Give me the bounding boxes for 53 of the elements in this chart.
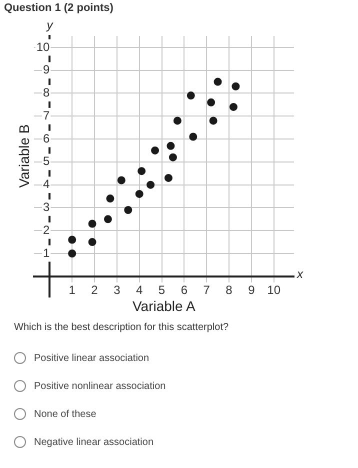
point — [186, 92, 195, 100]
text: None of these — [34, 408, 96, 420]
point — [229, 102, 238, 111]
y-tick-label: 8 — [43, 86, 50, 100]
point — [166, 142, 175, 150]
x-tick-label: 4 — [136, 282, 143, 297]
point — [135, 190, 144, 198]
x-tick-label: 10 — [267, 282, 281, 297]
point — [88, 220, 96, 228]
point — [104, 215, 112, 224]
point — [124, 206, 132, 214]
x-tick-label: 2 — [91, 282, 98, 297]
point — [68, 236, 76, 244]
x-tick-label: 3 — [114, 282, 121, 297]
x-tick-label: 7 — [203, 282, 210, 297]
y-tick-label: 2 — [43, 222, 50, 237]
y-tick-label: 4 — [43, 177, 50, 192]
y-tick-label: 10 — [36, 40, 50, 54]
point — [214, 78, 222, 86]
y-axis-title: Variable B — [16, 124, 32, 188]
point — [117, 176, 126, 184]
text: Which is the best description for this scatterplot? — [14, 322, 229, 333]
y-tick-label: 6 — [43, 131, 50, 146]
y-tick-label: 7 — [43, 108, 50, 122]
x-tick-label: 8 — [226, 282, 233, 297]
point — [232, 82, 240, 90]
y-tick-label: 9 — [43, 62, 50, 77]
text: x — [297, 267, 303, 282]
point — [173, 116, 182, 125]
y-tick-label: 3 — [43, 200, 50, 214]
point — [189, 132, 198, 141]
y-tick-label: 5 — [43, 154, 50, 168]
x-tick-label: 6 — [180, 282, 188, 297]
point — [68, 250, 76, 258]
point — [138, 167, 146, 176]
x-axis-title: Variable A — [132, 298, 196, 314]
point — [106, 194, 114, 203]
y-tick-label: 1 — [43, 246, 50, 260]
x-tick-label: 9 — [248, 282, 256, 297]
point — [207, 98, 216, 106]
point — [168, 153, 177, 162]
point — [146, 180, 155, 189]
point — [151, 146, 160, 154]
text: Negative linear association — [34, 436, 154, 448]
point — [164, 174, 172, 182]
chart-title: Question 1 (2 points) — [4, 2, 114, 14]
text: Positive nonlinear association — [34, 380, 166, 392]
text: y — [46, 18, 53, 32]
point — [209, 116, 218, 125]
point — [88, 238, 96, 246]
x-tick-label: 1 — [68, 282, 76, 297]
x-tick-label: 5 — [158, 282, 166, 297]
text: Positive linear association — [34, 352, 150, 364]
